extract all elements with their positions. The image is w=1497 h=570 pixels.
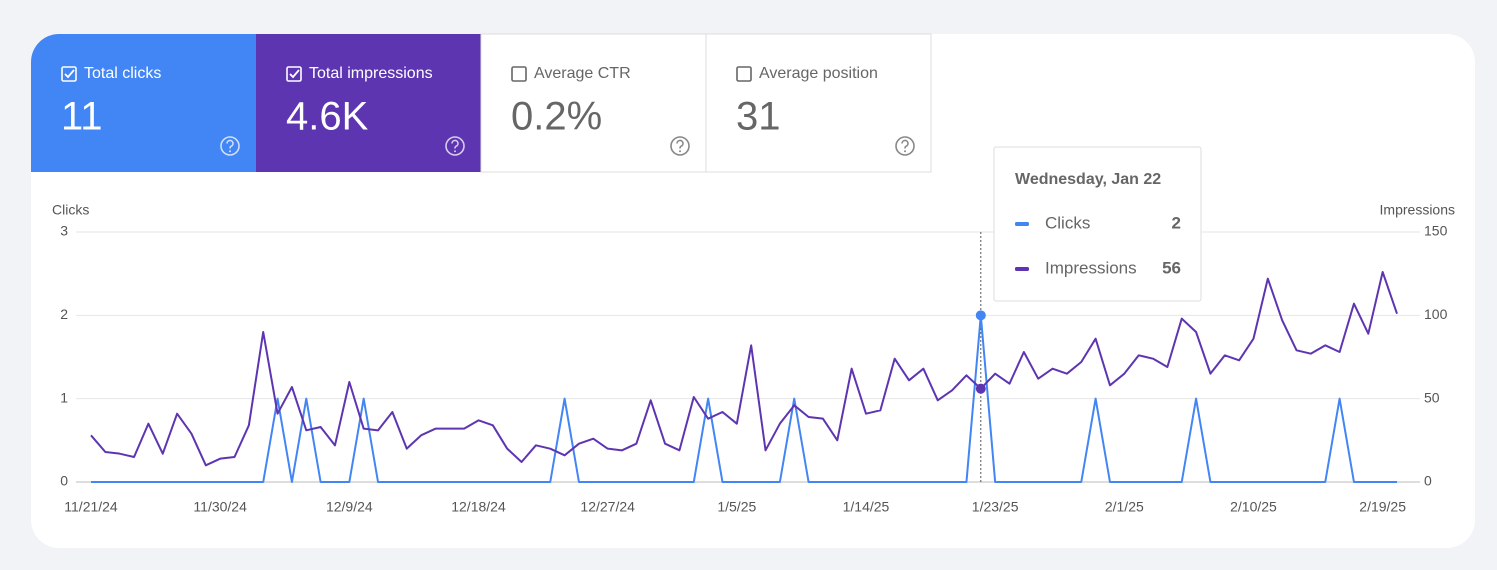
tooltip-swatch (1015, 222, 1029, 226)
y2-tick-label: 0 (1424, 473, 1432, 489)
card-background (480, 33, 707, 173)
y2-tick-label: 100 (1424, 306, 1448, 322)
checkbox-check (64, 69, 75, 79)
help-icon[interactable] (445, 136, 465, 156)
help-icon-dot (904, 150, 906, 153)
help-icon-circle (895, 136, 915, 156)
y2-axis-title: Impressions (1380, 202, 1455, 218)
x-tick-label: 11/21/24 (64, 499, 118, 515)
y-tick-label: 1 (60, 389, 68, 405)
hover-point (975, 310, 986, 321)
checkbox[interactable] (286, 66, 302, 82)
help-icon-mark (226, 139, 234, 149)
x-tick-label: 12/27/24 (580, 499, 635, 515)
tooltip-series-name: Clicks (1045, 213, 1090, 232)
metric-cards: Total clicks 11 Total impressions 4.6K Avera… (31, 33, 932, 173)
help-icon[interactable] (220, 136, 240, 156)
x-tick-label: 2/10/25 (1230, 499, 1277, 515)
metric-label: Average position (759, 65, 878, 82)
help-icon-circle (445, 136, 465, 156)
checkbox[interactable] (511, 66, 527, 82)
help-icon-mark (451, 139, 459, 149)
tooltip-series-name: Impressions (1045, 258, 1137, 277)
checkbox-check (289, 69, 300, 79)
metric-card[interactable]: Total impressions 4.6K (256, 34, 481, 172)
metric-card[interactable]: Total clicks 11 (31, 34, 256, 172)
hover-point (975, 383, 986, 394)
help-icon-mark (901, 139, 909, 149)
metric-value: 11 (61, 95, 103, 139)
y-tick-label: 3 (60, 223, 68, 239)
help-icon-dot (454, 150, 456, 153)
help-icon-mark (676, 139, 684, 149)
card-background (705, 33, 932, 173)
x-tick-label: 12/18/24 (451, 499, 506, 515)
help-icon-circle (670, 136, 690, 156)
y-tick-label: 2 (60, 306, 68, 322)
metric-label: Total clicks (84, 65, 161, 82)
y2-tick-label: 150 (1424, 223, 1448, 239)
metric-card[interactable]: Average CTR 0.2% (480, 33, 707, 173)
x-tick-label: 12/9/24 (326, 499, 373, 515)
metric-value: 31 (736, 95, 781, 139)
metric-value: 4.6K (286, 95, 369, 139)
help-icon[interactable] (895, 136, 915, 156)
x-tick-label: 1/14/25 (843, 499, 890, 515)
metric-label: Total impressions (309, 65, 433, 82)
metric-card[interactable]: Average position 31 (705, 33, 932, 173)
help-icon[interactable] (670, 136, 690, 156)
card-background (31, 34, 256, 172)
x-tick-label: 1/5/25 (717, 499, 756, 515)
y-tick-label: 0 (60, 473, 68, 489)
help-icon-circle (220, 136, 240, 156)
series-line (91, 314, 1397, 483)
tooltip-value: 2 (1172, 213, 1181, 232)
metric-label: Average CTR (534, 65, 631, 82)
tooltip: Wednesday, Jan 22 Clicks 2 Impressions 56 (993, 146, 1202, 302)
help-icon-dot (229, 150, 231, 153)
y2-tick-label: 50 (1424, 389, 1440, 405)
chart: Clicks Impressions 0 1 2 3 0 50 100 150 11/21/24… (52, 146, 1455, 515)
metric-value: 0.2% (511, 95, 602, 139)
checkbox[interactable] (61, 66, 77, 82)
x-tick-label: 2/19/25 (1359, 499, 1406, 515)
series-line (90, 271, 1398, 467)
checkbox[interactable] (736, 66, 752, 82)
x-tick-label: 2/1/25 (1105, 499, 1144, 515)
tooltip-swatch (1015, 267, 1029, 271)
help-icon-dot (679, 150, 681, 153)
tooltip-value: 56 (1162, 258, 1181, 277)
card-background (256, 34, 481, 172)
tooltip-box (993, 146, 1202, 302)
tooltip-title: Wednesday, Jan 22 (1015, 171, 1161, 188)
y-axis-title: Clicks (52, 202, 89, 218)
x-tick-label: 1/23/25 (972, 499, 1019, 515)
x-tick-label: 11/30/24 (193, 499, 247, 515)
